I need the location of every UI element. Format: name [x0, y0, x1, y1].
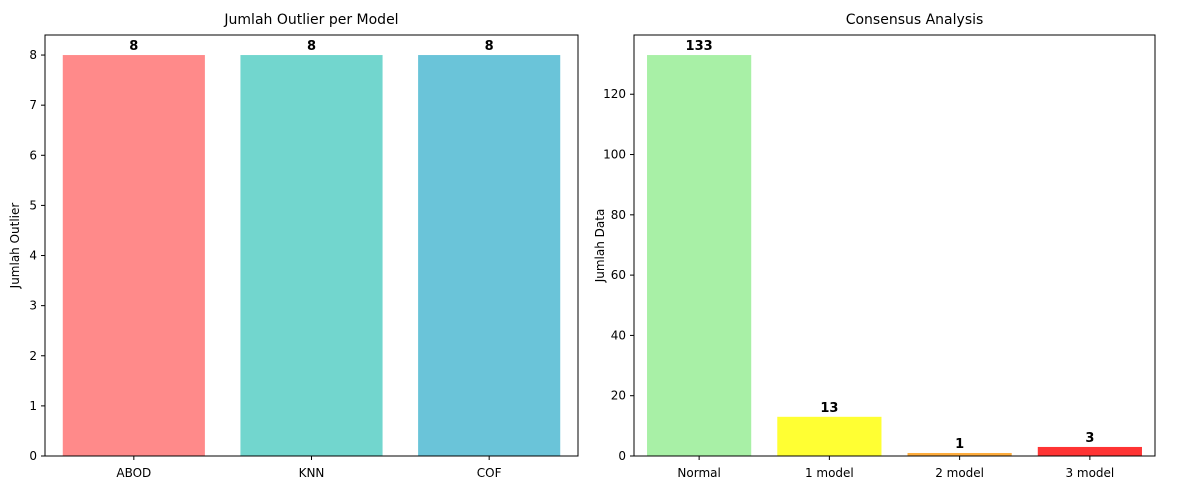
- x-tick-label: 1 model: [805, 466, 854, 480]
- y-tick-label: 100: [603, 148, 626, 162]
- y-tick-group: 0 1 2 3 4 5 6 7 8: [29, 48, 45, 463]
- x-tick-label: Normal: [677, 466, 720, 480]
- data-label: 8: [485, 39, 494, 54]
- data-label: 3: [1085, 431, 1094, 446]
- chart-outliers-per-model: Jumlah Outlier per Model Jumlah Outlier …: [8, 12, 579, 480]
- bar: [1037, 446, 1142, 456]
- bar: [62, 55, 205, 457]
- plot-frame: [633, 34, 1156, 457]
- bar: [907, 452, 1012, 456]
- y-tick-label: 0: [29, 449, 37, 463]
- x-tick-label: COF: [477, 466, 502, 480]
- x-tick-label: 3 model: [1065, 466, 1114, 480]
- y-tick-group: 0 20 40 60 80 100 120: [603, 87, 634, 463]
- chart-consensus-analysis: Consensus Analysis Jumlah Data 0 20 40 60 80…: [593, 12, 1156, 480]
- data-label: 133: [686, 39, 713, 54]
- bar: [240, 55, 383, 457]
- bar: [418, 55, 561, 457]
- y-tick-label: 60: [611, 268, 626, 282]
- x-tick-label: 2 model: [935, 466, 984, 480]
- x-tick-label: KNN: [299, 466, 325, 480]
- y-tick-label: 40: [611, 328, 626, 342]
- y-axis-label: Jumlah Outlier: [8, 203, 22, 290]
- y-tick-label: 4: [29, 249, 37, 263]
- y-tick-label: 5: [29, 198, 37, 212]
- y-tick-label: 3: [29, 299, 37, 313]
- x-tick-group: ABOD KNN COF: [116, 456, 502, 480]
- data-label: 13: [820, 401, 838, 416]
- y-tick-label: 0: [618, 449, 626, 463]
- bar-group: [647, 55, 1142, 457]
- plot-frame: [44, 34, 579, 457]
- bar: [647, 55, 752, 457]
- y-tick-label: 6: [29, 148, 37, 162]
- y-tick-label: 1: [29, 399, 37, 413]
- y-tick-label: 80: [611, 208, 626, 222]
- data-label: 1: [955, 437, 964, 452]
- y-tick-label: 7: [29, 98, 37, 112]
- y-axis-label: Jumlah Data: [593, 209, 607, 284]
- x-tick-group: Normal 1 model 2 model 3 model: [677, 456, 1114, 480]
- y-tick-label: 20: [611, 389, 626, 403]
- y-tick-label: 120: [603, 87, 626, 101]
- bar: [777, 416, 882, 456]
- data-label-group: 8 8 8: [129, 39, 493, 54]
- y-tick-label: 2: [29, 349, 37, 363]
- chart-title: Jumlah Outlier per Model: [223, 12, 398, 28]
- data-label: 8: [307, 39, 316, 54]
- y-tick-label: 8: [29, 48, 37, 62]
- bar-group: [62, 55, 561, 457]
- x-tick-label: ABOD: [116, 466, 151, 480]
- chart-title: Consensus Analysis: [846, 12, 984, 28]
- data-label: 8: [129, 39, 138, 54]
